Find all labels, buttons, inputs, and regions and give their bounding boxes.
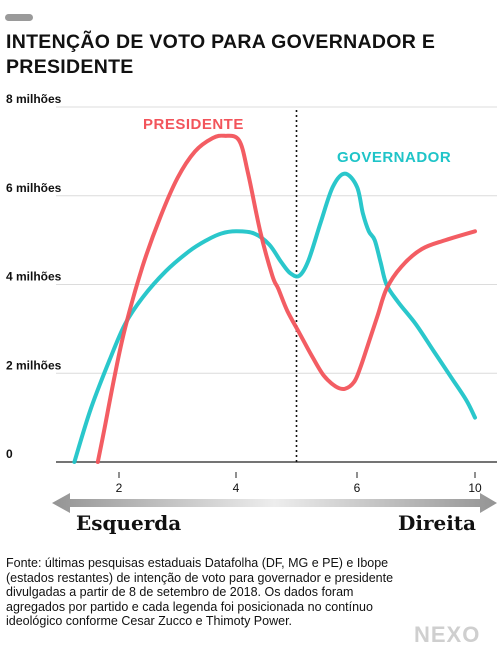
chart-title: INTENÇÃO DE VOTO PARA GOVERNADOR E PRESI…: [6, 31, 436, 78]
arrow-label-right: Direita: [398, 511, 476, 535]
nexo-logo: NEXO: [414, 622, 481, 647]
source-note: Fonte: últimas pesquisas estaduais Dataf…: [6, 556, 394, 628]
x-tick-label: 10: [468, 481, 482, 495]
x-tick-label: 2: [116, 481, 123, 495]
labels: 0 2 milhões 4 milhões 6 milhões 8 milhões 2 4 6…: [6, 92, 482, 535]
series-layer: [72, 133, 477, 464]
series-line-presidente: [95, 133, 477, 464]
series-label-presidente: PRESIDENTE: [143, 116, 244, 133]
y-tick-label: 8 milhões: [6, 92, 62, 106]
arrow-label-left: Esquerda: [76, 511, 181, 535]
series-line-governador: [72, 171, 477, 464]
y-tick-label: 4 milhões: [6, 270, 62, 284]
y-tick-label: 0: [6, 447, 13, 461]
top-accent-bar: [5, 14, 33, 21]
axes: [52, 110, 497, 513]
direction-arrow: [52, 493, 497, 513]
series-label-governador: GOVERNADOR: [337, 149, 451, 166]
y-tick-label: 6 milhões: [6, 181, 62, 195]
x-tick-label: 4: [233, 481, 240, 495]
x-tick-label: 6: [354, 481, 361, 495]
y-tick-label: 2 milhões: [6, 358, 62, 372]
